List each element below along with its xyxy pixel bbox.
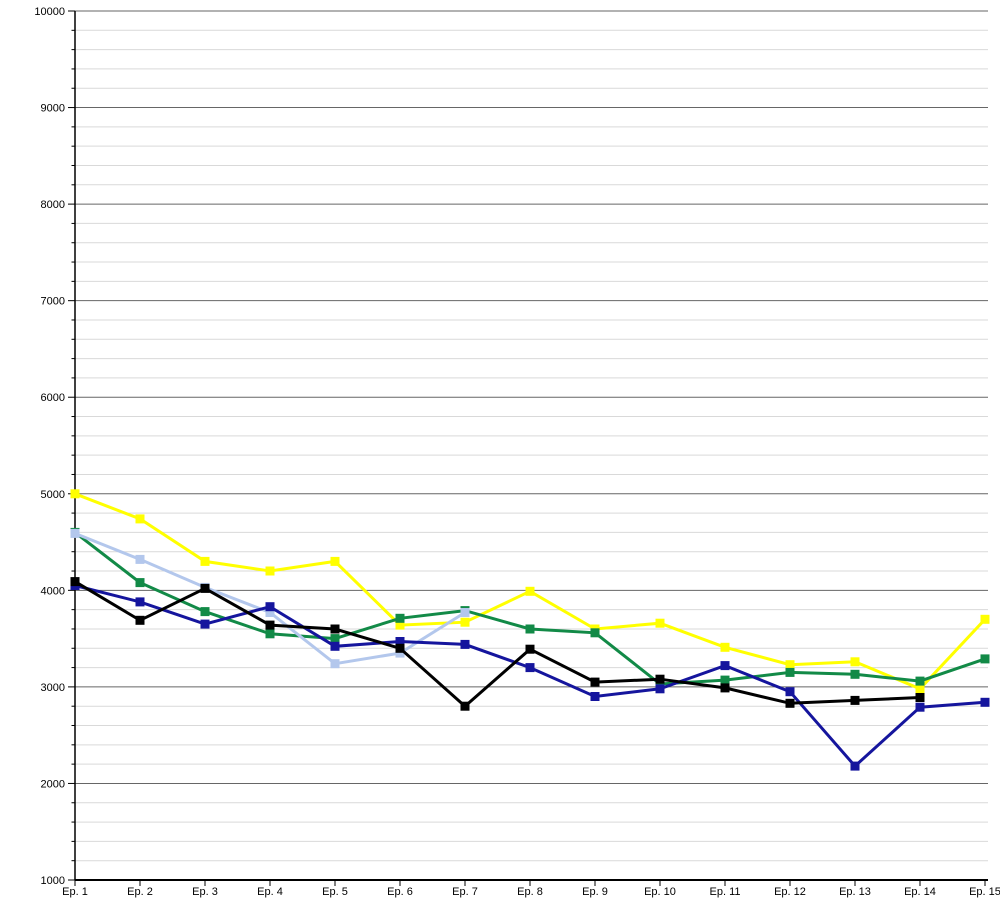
data-point-marker — [980, 614, 990, 624]
series-light-blue-line — [74, 532, 466, 666]
gridlines-minor — [75, 29, 988, 862]
data-point-marker — [265, 629, 275, 639]
y-tick-label: 2000 — [41, 778, 65, 790]
data-point-marker — [590, 628, 600, 638]
data-point-marker — [655, 618, 665, 628]
data-point-marker — [980, 654, 990, 664]
y-tick-label: 1000 — [41, 875, 65, 887]
data-point-marker — [850, 761, 860, 771]
data-point-marker — [525, 624, 535, 634]
data-point-marker — [330, 659, 340, 669]
x-tick-label: Ep. 12 — [774, 886, 806, 898]
x-tick-label: Ep. 7 — [452, 886, 478, 898]
series-yellow — [70, 489, 990, 694]
y-tick-label: 3000 — [41, 682, 65, 694]
x-tick-label: Ep. 15 — [969, 886, 1000, 898]
data-point-marker — [330, 556, 340, 566]
data-point-marker — [590, 692, 600, 701]
x-tick-label: Ep. 2 — [127, 886, 153, 898]
data-point-marker — [265, 602, 275, 612]
x-tick-label: Ep. 14 — [904, 886, 936, 898]
axes — [68, 10, 988, 886]
x-tick-label: Ep. 13 — [839, 886, 871, 898]
data-point-marker — [915, 684, 925, 694]
y-tick-label: 4000 — [41, 585, 65, 597]
data-point-marker — [525, 644, 535, 654]
y-tick-label: 6000 — [41, 392, 65, 404]
data-point-marker — [135, 615, 145, 625]
data-point-marker — [720, 675, 730, 685]
x-tick-label: Ep. 6 — [387, 886, 413, 898]
data-point-marker — [200, 556, 210, 566]
data-point-marker — [785, 687, 795, 697]
x-tick-label: Ep. 3 — [192, 886, 218, 898]
data-point-marker — [590, 677, 600, 687]
data-point-marker — [460, 617, 470, 627]
data-point-marker — [395, 643, 405, 653]
series-navy — [70, 581, 990, 771]
data-point-marker — [395, 637, 405, 646]
data-point-marker — [395, 613, 405, 623]
data-point-marker — [70, 577, 80, 587]
x-tick-label: Ep. 4 — [257, 886, 283, 898]
data-point-marker — [655, 674, 665, 684]
data-point-marker — [70, 528, 80, 538]
data-point-marker — [785, 667, 795, 677]
data-point-marker — [915, 693, 925, 702]
x-tick-label: Ep. 10 — [644, 886, 676, 898]
data-point-marker — [850, 657, 860, 667]
data-point-marker — [720, 642, 730, 652]
y-tick-label: 10000 — [34, 6, 65, 18]
data-point-marker — [785, 698, 795, 708]
data-point-marker — [915, 702, 925, 712]
x-tick-label: Ep. 8 — [517, 886, 543, 898]
data-point-marker — [265, 620, 275, 630]
data-point-marker — [785, 660, 795, 670]
x-tick-label: Ep. 9 — [582, 886, 608, 898]
data-point-marker — [70, 489, 80, 499]
data-point-marker — [265, 608, 275, 617]
data-point-marker — [200, 619, 210, 629]
y-tick-label: 7000 — [41, 296, 65, 308]
x-tick-label: Ep. 1 — [62, 886, 88, 898]
x-tick-label: Ep. 11 — [710, 886, 741, 898]
data-point-marker — [330, 624, 340, 634]
data-point-marker — [720, 683, 730, 693]
data-point-marker — [525, 586, 535, 596]
data-point-marker — [720, 661, 730, 671]
y-tick-label: 5000 — [41, 489, 65, 501]
data-point-marker — [330, 641, 340, 651]
gridlines-major — [75, 10, 988, 881]
data-point-marker — [200, 607, 210, 617]
data-point-marker — [655, 679, 665, 689]
data-point-marker — [460, 639, 470, 649]
data-point-marker — [655, 684, 665, 694]
y-tick-label: 8000 — [41, 199, 65, 211]
y-axis-labels: 10000 9000 8000 7000 6000 5000 4000 3000 2000 100… — [34, 6, 65, 887]
data-point-marker — [915, 676, 925, 686]
data-point-marker — [135, 578, 145, 588]
data-point-marker — [850, 669, 860, 679]
data-point-marker — [980, 697, 990, 707]
x-axis-labels: Ep. 1 Ep. 2 Ep. 3 Ep. 4 Ep. 5 Ep. 6 Ep. 7 Ep. 8… — [62, 886, 1000, 898]
data-point-marker — [135, 597, 145, 607]
data-point-marker — [395, 648, 405, 658]
data-point-marker — [460, 608, 470, 617]
y-tick-label: 9000 — [41, 103, 65, 115]
data-point-marker — [460, 701, 470, 711]
data-point-marker — [265, 566, 275, 576]
x-tick-label: Ep. 5 — [322, 886, 348, 898]
data-point-marker — [135, 514, 145, 524]
data-point-marker — [200, 583, 210, 593]
data-point-marker — [525, 663, 535, 673]
series-black-line — [74, 580, 921, 709]
data-point-marker — [135, 554, 145, 564]
data-point-marker — [395, 620, 405, 630]
data-point-marker — [850, 695, 860, 705]
data-point-marker — [330, 634, 340, 644]
series-black — [70, 577, 925, 711]
